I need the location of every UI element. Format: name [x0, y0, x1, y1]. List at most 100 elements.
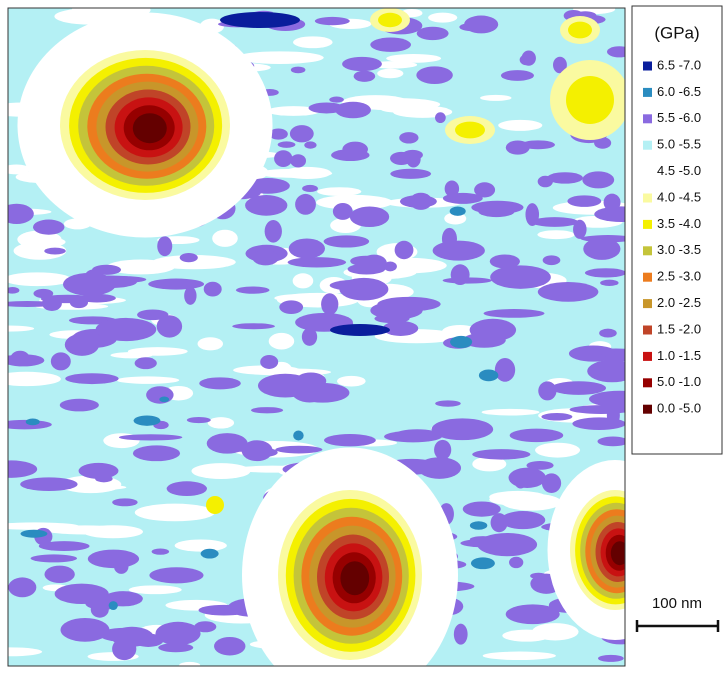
map-region	[471, 201, 523, 214]
map-region	[509, 557, 523, 568]
map-region	[502, 630, 550, 642]
map-region	[350, 206, 389, 227]
map-region	[20, 530, 47, 538]
legend-swatch	[643, 246, 652, 255]
map-region	[134, 416, 161, 426]
map-region	[480, 95, 512, 101]
map-region	[585, 268, 627, 277]
map-region	[191, 463, 250, 479]
map-region	[530, 573, 547, 579]
map-region	[495, 358, 515, 382]
map-region	[293, 273, 314, 288]
map-region	[455, 122, 485, 139]
map-region	[390, 169, 431, 179]
map-region	[78, 294, 115, 303]
map-region	[492, 534, 506, 552]
map-region	[342, 57, 382, 71]
map-region	[0, 301, 57, 307]
map-region	[265, 220, 282, 243]
map-region	[501, 70, 534, 81]
map-region	[538, 282, 599, 302]
map-region	[8, 577, 36, 597]
map-region	[568, 22, 592, 39]
map-region	[498, 120, 542, 131]
legend-swatch	[643, 405, 652, 414]
scale-bar-label: 100 nm	[652, 595, 702, 612]
map-region	[566, 76, 614, 124]
map-region	[302, 185, 318, 192]
legend-swatch	[643, 141, 652, 150]
legend-swatch	[643, 326, 652, 335]
map-region	[321, 293, 338, 315]
map-region	[109, 601, 118, 610]
map-region	[538, 381, 556, 400]
map-region	[509, 468, 546, 488]
map-region	[60, 399, 99, 412]
map-region	[417, 27, 449, 40]
map-region	[135, 357, 157, 369]
map-region	[372, 302, 425, 314]
map-region	[128, 347, 188, 356]
map-region	[44, 566, 74, 583]
map-region	[290, 125, 314, 142]
legend-label: 0.0 -5.0	[657, 401, 701, 416]
modulus-map	[0, 1, 682, 675]
figure: (GPa) 6.5 -7.06.0 -6.55.5 -6.05.0 -5.54.…	[0, 0, 726, 675]
map-region	[119, 434, 182, 440]
legend-swatch	[643, 220, 652, 229]
map-region	[88, 550, 139, 569]
legend-swatch	[643, 194, 652, 203]
map-region	[187, 417, 211, 423]
map-region	[214, 637, 245, 656]
map-region	[598, 655, 624, 662]
map-region	[4, 272, 72, 286]
legend-label: 2.0 -2.5	[657, 295, 701, 310]
map-region	[450, 207, 466, 216]
map-region	[600, 280, 618, 286]
map-region	[400, 195, 437, 208]
map-region	[309, 102, 345, 113]
map-region	[20, 477, 77, 491]
legend-label: 1.0 -1.5	[657, 348, 701, 363]
map-region	[340, 561, 369, 595]
map-region	[611, 541, 629, 565]
map-region	[567, 195, 601, 207]
map-region	[293, 36, 333, 48]
map-region	[114, 560, 128, 574]
map-region	[370, 38, 411, 52]
map-region	[236, 286, 269, 293]
map-region	[418, 457, 461, 479]
map-region	[33, 220, 64, 235]
legend-label: 3.5 -4.0	[657, 216, 701, 231]
map-region	[133, 113, 167, 143]
legend-swatch	[643, 352, 652, 361]
map-region	[232, 323, 275, 329]
scale-bar	[637, 620, 718, 632]
map-region	[275, 446, 322, 454]
map-region	[167, 481, 207, 496]
map-region	[279, 300, 303, 314]
map-region	[463, 501, 501, 516]
map-region	[435, 112, 446, 123]
map-region	[157, 315, 182, 337]
map-region	[65, 373, 118, 384]
map-region	[570, 405, 633, 414]
map-region	[587, 360, 637, 382]
legend-swatch	[643, 62, 652, 71]
map-region	[194, 621, 216, 632]
map-region	[538, 176, 553, 188]
map-region	[83, 525, 143, 538]
map-region	[535, 443, 580, 458]
map-region	[450, 336, 472, 348]
map-region	[541, 413, 572, 421]
map-region	[395, 241, 414, 259]
map-region	[543, 255, 561, 265]
map-region	[339, 278, 388, 301]
map-region	[433, 241, 485, 261]
map-region	[482, 409, 540, 416]
map-region	[293, 431, 303, 441]
legend-swatch	[643, 114, 652, 123]
map-region	[116, 376, 179, 383]
map-region	[159, 397, 169, 403]
map-region	[199, 377, 241, 389]
